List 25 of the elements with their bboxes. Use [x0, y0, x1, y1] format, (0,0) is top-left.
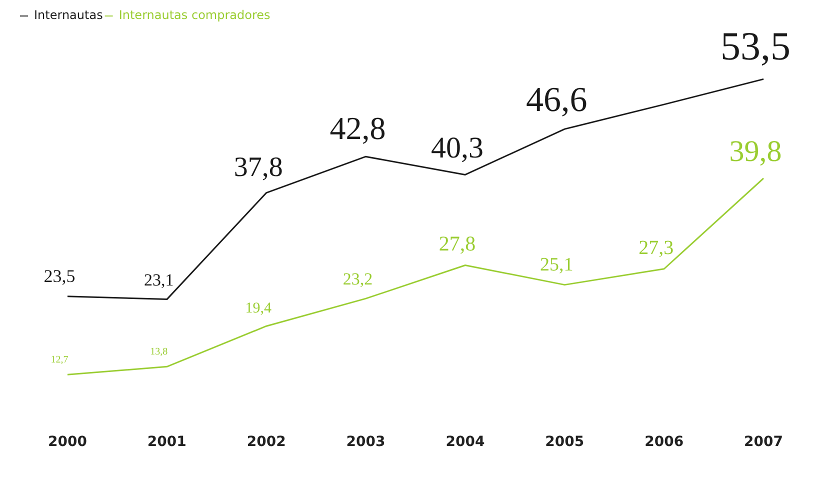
x-tick-label: 2000 — [48, 434, 88, 450]
data-label: 46,6 — [526, 80, 588, 119]
data-label: 27,8 — [438, 231, 476, 256]
data-label: 23,1 — [144, 270, 174, 290]
data-label: 23,5 — [44, 266, 76, 286]
x-tick-label: 2005 — [545, 434, 584, 450]
data-label: 40,3 — [430, 132, 484, 165]
x-tick-label: 2001 — [147, 434, 186, 450]
data-label: 27,3 — [638, 237, 674, 260]
data-label: 53,5 — [720, 24, 791, 69]
data-label: 39,8 — [729, 135, 782, 168]
data-label: 19,4 — [245, 300, 272, 317]
x-tick-label: 2007 — [744, 434, 783, 450]
data-label: 12,7 — [50, 354, 68, 366]
data-label: 25,1 — [540, 254, 574, 276]
data-label: 37,8 — [234, 152, 283, 184]
x-tick-label: 2003 — [346, 434, 386, 450]
legend-label: Internautas — [34, 8, 103, 22]
data-label: 42,8 — [330, 110, 386, 146]
x-tick-label: 2006 — [644, 434, 684, 450]
x-tick-label: 2004 — [446, 434, 485, 450]
data-label: 23,2 — [342, 270, 373, 289]
legend-label: Internautas compradores — [118, 8, 270, 22]
data-label: 13,8 — [150, 346, 168, 358]
x-tick-label: 2002 — [246, 434, 286, 450]
